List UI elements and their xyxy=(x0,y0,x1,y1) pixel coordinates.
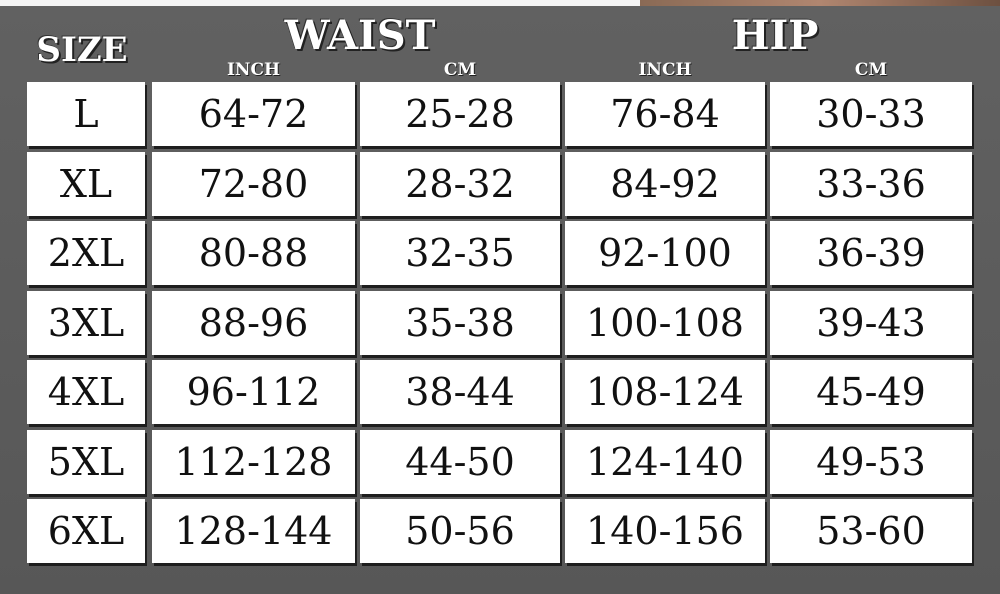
measurement-cell-waist-inch: 112-128 xyxy=(152,429,355,494)
measurement-cell-waist-cm: 44-50 xyxy=(360,429,560,494)
measurement-cell-hip-inch: 108-124 xyxy=(565,360,765,424)
measurement-cell-waist-inch: 88-96 xyxy=(152,290,355,355)
waist-inch-header: INCH xyxy=(226,60,281,80)
size-cell: 3XL xyxy=(27,290,145,355)
measurement-cell-hip-inch: 100-108 xyxy=(565,290,765,355)
measurement-cell-hip-inch: 84-92 xyxy=(565,151,765,216)
measurement-cell-hip-cm: 53-60 xyxy=(770,499,972,563)
size-cell: L xyxy=(27,82,145,146)
measurement-cell-waist-inch: 72-80 xyxy=(152,151,355,216)
measurement-cell-hip-cm: 39-43 xyxy=(770,290,972,355)
measurement-cell-waist-inch: 64-72 xyxy=(152,82,355,146)
measurement-cell-waist-cm: 25-28 xyxy=(360,82,560,146)
waist-header: WAIST xyxy=(284,12,436,59)
photo-edge xyxy=(640,0,1000,6)
size-cell: 5XL xyxy=(27,429,145,494)
size-cell: XL xyxy=(27,151,145,216)
measurement-cell-waist-cm: 28-32 xyxy=(360,151,560,216)
measurement-cell-waist-inch: 80-88 xyxy=(152,221,355,285)
measurement-cell-hip-cm: 30-33 xyxy=(770,82,972,146)
measurement-cell-waist-cm: 38-44 xyxy=(360,360,560,424)
hip-cm-header: CM xyxy=(854,60,888,80)
measurement-cell-waist-cm: 50-56 xyxy=(360,499,560,563)
measurement-cell-hip-inch: 92-100 xyxy=(565,221,765,285)
measurement-cell-waist-inch: 96-112 xyxy=(152,360,355,424)
measurement-cell-waist-inch: 128-144 xyxy=(152,499,355,563)
measurement-cell-hip-cm: 49-53 xyxy=(770,429,972,494)
measurement-cell-waist-cm: 32-35 xyxy=(360,221,560,285)
measurement-cell-hip-inch: 140-156 xyxy=(565,499,765,563)
hip-header: HIP xyxy=(731,12,819,59)
size-header: SIZE xyxy=(36,30,128,70)
size-cell: 2XL xyxy=(27,221,145,285)
size-cell: 4XL xyxy=(27,360,145,424)
measurement-cell-hip-cm: 33-36 xyxy=(770,151,972,216)
measurement-cell-hip-inch: 76-84 xyxy=(565,82,765,146)
top-border xyxy=(0,0,640,6)
size-cell: 6XL xyxy=(27,499,145,563)
hip-inch-header: INCH xyxy=(638,60,692,80)
measurement-cell-hip-cm: 36-39 xyxy=(770,221,972,285)
measurement-cell-waist-cm: 35-38 xyxy=(360,290,560,355)
measurement-cell-hip-cm: 45-49 xyxy=(770,360,972,424)
measurement-cell-hip-inch: 124-140 xyxy=(565,429,765,494)
waist-cm-header: CM xyxy=(443,60,477,80)
